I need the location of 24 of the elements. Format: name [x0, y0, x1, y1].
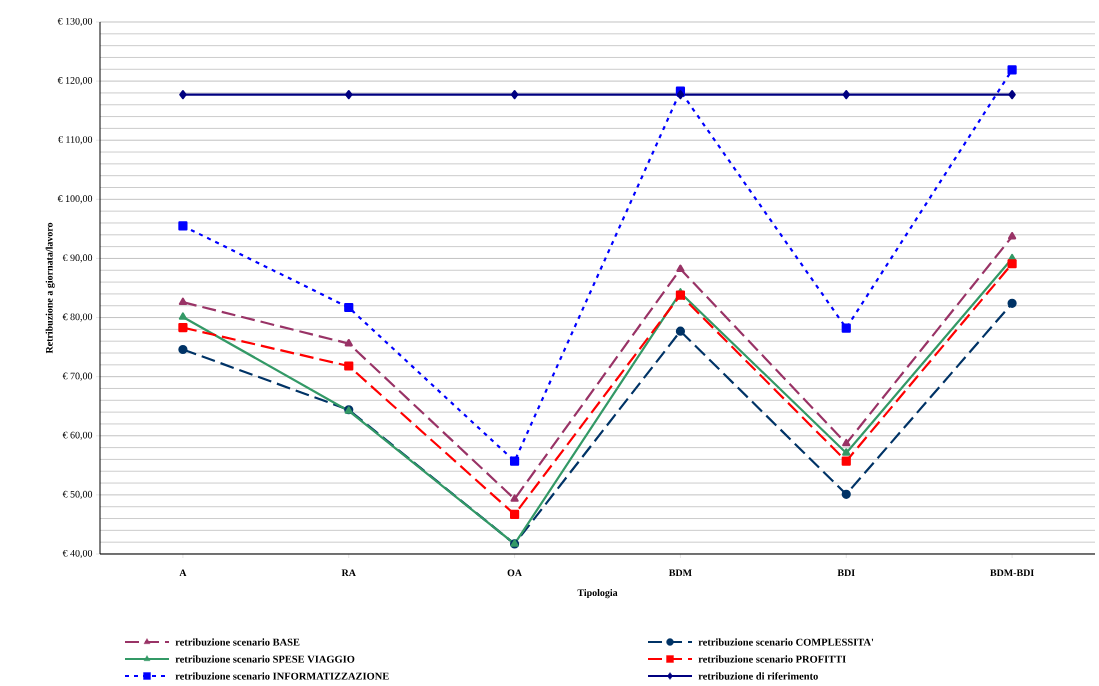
- legend-label: retribuzione scenario BASE: [175, 638, 300, 646]
- x-tick-label: RA: [341, 569, 356, 577]
- legend-label: retribuzione di riferimento: [698, 672, 818, 680]
- y-axis-title: Retribuzione a giornata/lavoro: [45, 222, 55, 354]
- y-tick-label: € 120,00: [57, 77, 93, 86]
- x-tick-label: OA: [507, 569, 522, 577]
- x-tick-label: A: [179, 569, 187, 577]
- y-tick-label: € 90,00: [62, 254, 93, 263]
- y-tick-label: € 70,00: [62, 372, 93, 381]
- legend-label: retribuzione scenario COMPLESSITA': [698, 638, 874, 646]
- y-tick-label: € 50,00: [62, 490, 93, 499]
- y-tick-label: € 60,00: [62, 431, 93, 440]
- y-tick-label: € 130,00: [57, 17, 93, 27]
- y-tick-label: € 110,00: [58, 136, 93, 145]
- y-tick-label: € 80,00: [62, 313, 93, 322]
- y-tick-label: € 40,00: [62, 549, 93, 559]
- x-axis-title: Tipologia: [577, 589, 618, 599]
- legend-label: retribuzione scenario PROFITTI: [698, 655, 846, 663]
- x-tick-label: BDM-BDI: [990, 569, 1034, 577]
- legend-label: retribuzione scenario INFORMATIZZAZIONE: [175, 672, 389, 680]
- x-tick-label: BDM: [668, 569, 692, 577]
- y-tick-label: € 100,00: [57, 195, 93, 204]
- legend-label: retribuzione scenario SPESE VIAGGIO: [175, 655, 355, 663]
- x-tick-label: BDI: [837, 569, 855, 577]
